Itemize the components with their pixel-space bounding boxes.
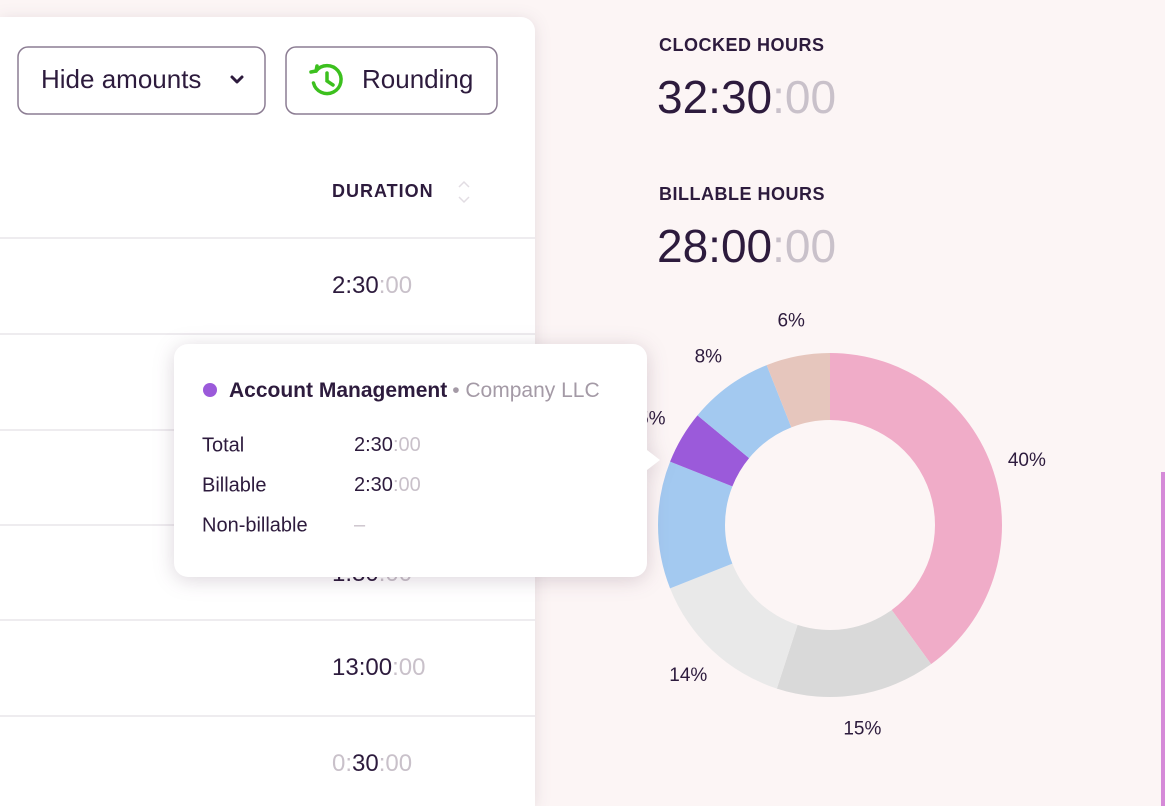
project-name: Account Management (229, 379, 447, 402)
segment-label: 6% (777, 311, 805, 332)
text-part: :00 (379, 750, 412, 777)
text-part: 2:30 (354, 434, 393, 456)
text-part: 2:30 (354, 474, 393, 496)
text-part: :00 (772, 71, 836, 123)
donut-segment (670, 415, 750, 487)
text-part: :00 (393, 474, 421, 496)
legend-dot (203, 383, 217, 397)
text-part: 13:00 (332, 654, 392, 681)
tooltip-row-label: Non-billable (202, 514, 308, 536)
tooltip-row-value: 2:30:00 (354, 474, 421, 496)
duration-cell: 0:30:00 (332, 750, 412, 777)
button-label: Rounding (362, 64, 473, 94)
text-part: 0: (332, 750, 352, 777)
tooltip-row-value: 2:30:00 (354, 434, 421, 456)
sort-icon[interactable] (458, 180, 470, 204)
text-part: – (354, 514, 366, 536)
text-part: 30 (352, 750, 379, 777)
rounding-button[interactable]: Rounding (285, 46, 498, 115)
duration-cell: 13:00:00 (332, 654, 425, 681)
column-header[interactable]: DURATION (332, 181, 434, 201)
button-frame (285, 46, 498, 115)
donut-segment (670, 563, 798, 689)
segment-label: 8% (695, 347, 723, 368)
tooltip: Account Management • Company LLC Total 2:30… (174, 344, 660, 577)
summary-label: CLOCKED HOURS (659, 35, 825, 55)
chevron-icon (230, 75, 244, 84)
segment-label: 14% (669, 665, 707, 686)
text-part: :00 (772, 220, 836, 272)
hide-amounts-button[interactable]: Hide amounts (17, 46, 266, 115)
button-frame (17, 46, 266, 115)
donut-segment (830, 353, 1003, 665)
tooltip-row-value: – (354, 514, 366, 536)
tooltip-row-label: Billable (202, 474, 266, 496)
tooltip-title: Account Management • Company LLC (229, 379, 600, 402)
text-part: 2:30 (332, 272, 379, 299)
text-part: :00 (392, 654, 425, 681)
summary-value: 32:30:00 (657, 71, 836, 123)
segment-label: 40% (1008, 450, 1046, 471)
donut-chart: 40%15%14%12%5%8%6% (604, 311, 1046, 740)
duration-cell: 2:30:00 (332, 272, 412, 299)
donut-segment (766, 353, 830, 428)
client-name: • Company LLC (452, 379, 599, 402)
donut-segment (658, 461, 733, 589)
text-part: :00 (379, 272, 412, 299)
donut-segment (697, 365, 792, 459)
summary-label: BILLABLE HOURS (659, 184, 825, 204)
side-accent (1161, 472, 1165, 806)
rounding-icon (309, 63, 343, 96)
tooltip-box (174, 344, 660, 577)
segment-label: 15% (843, 718, 881, 739)
donut-segment (776, 609, 932, 697)
text-part: :00 (393, 434, 421, 456)
tooltip-row-label: Total (202, 434, 244, 456)
button-label: Hide amounts (41, 64, 201, 94)
text-part: 28:00 (657, 220, 772, 272)
text-part: 32:30 (657, 71, 772, 123)
summary-value: 28:00:00 (657, 220, 836, 272)
